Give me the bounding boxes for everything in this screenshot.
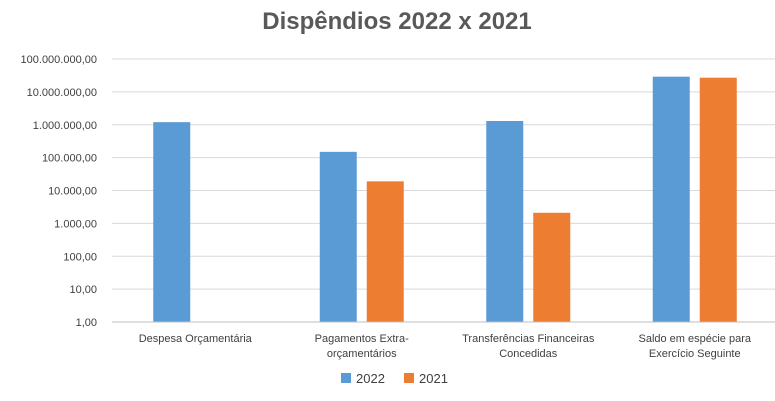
legend-swatch-2022	[341, 373, 351, 383]
x-category-label: Pagamentos Extra-orçamentários	[315, 333, 409, 360]
legend-label-2021: 2021	[419, 371, 448, 386]
y-tick-label: 10,00	[69, 284, 97, 296]
legend-swatch-2021	[404, 373, 414, 383]
y-tick-label: 1.000.000,00	[33, 120, 97, 132]
y-tick-label: 1.000,00	[54, 218, 97, 230]
bars	[153, 76, 737, 323]
y-tick-label: 10.000,00	[48, 186, 97, 198]
x-category-label: Transferências Financeiras Concedidas	[462, 333, 595, 360]
y-axis-ticks: 1,00 10,00 100,00 1.000,00 10.000,00 100.000,…	[21, 54, 97, 329]
y-tick-label: 1,00	[76, 317, 97, 329]
bar-2021-2	[366, 181, 404, 322]
bar-2022-1	[153, 122, 191, 323]
legend-label-2022: 2022	[356, 371, 385, 386]
x-category-label: Saldo em espécie para Exercício Seguinte	[638, 333, 751, 360]
grid	[112, 58, 775, 290]
y-tick-label: 100,00	[63, 251, 97, 263]
y-tick-label: 100.000,00	[42, 153, 97, 165]
bar-2021-4	[699, 77, 737, 323]
x-category-label: Despesa Orçamentária	[139, 333, 253, 345]
chart-title: Dispêndios 2022 x 2021	[262, 8, 531, 35]
y-tick-label: 10.000.000,00	[27, 87, 97, 99]
x-axis-labels: Despesa Orçamentária Pagamentos Extra-orç…	[139, 333, 752, 360]
bar-2022-3	[486, 121, 524, 322]
legend: 2022 2021	[341, 371, 448, 386]
y-tick-label: 100.000.000,00	[21, 54, 97, 66]
bar-2021-3	[533, 212, 571, 322]
bar-2022-4	[652, 76, 690, 322]
bar-2022-2	[319, 151, 357, 322]
